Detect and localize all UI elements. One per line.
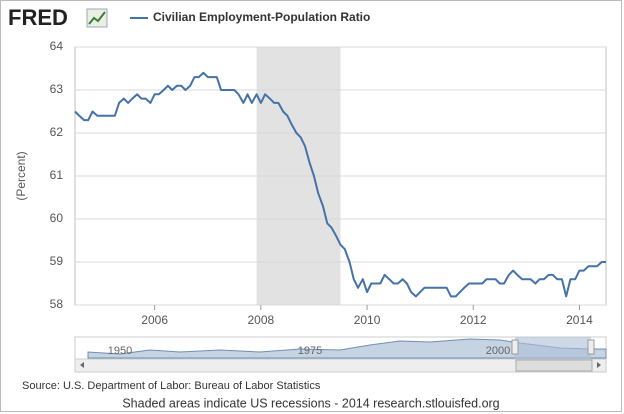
navigator-label: 1950 (108, 345, 132, 357)
logo: FRED (8, 5, 68, 30)
navigator-label: 2000 (486, 345, 510, 357)
navigator-label: 1975 (298, 345, 322, 357)
source-note: Source: U.S. Department of Labor: Bureau… (22, 380, 321, 392)
y-tick-label: 63 (50, 82, 64, 96)
x-tick-label: 2012 (460, 313, 487, 327)
footer-note: Shaded areas indicate US recessions - 20… (122, 396, 499, 410)
y-axis-label: (Percent) (14, 151, 28, 200)
navigator (74, 336, 607, 373)
x-tick-label: 2008 (247, 313, 274, 327)
y-tick-label: 58 (50, 297, 64, 311)
logo-icon (86, 8, 108, 28)
y-tick-label: 59 (50, 254, 64, 268)
y-tick-label: 64 (50, 39, 64, 53)
legend-label: Civilian Employment-Population Ratio (153, 10, 370, 24)
x-tick-label: 2006 (141, 313, 168, 327)
y-tick-label: 62 (50, 125, 64, 139)
y-tick-label: 61 (50, 168, 64, 182)
x-tick-label: 2014 (566, 313, 593, 327)
y-tick-label: 60 (50, 211, 64, 225)
data-line (74, 71, 606, 298)
x-tick-label: 2010 (354, 313, 381, 327)
